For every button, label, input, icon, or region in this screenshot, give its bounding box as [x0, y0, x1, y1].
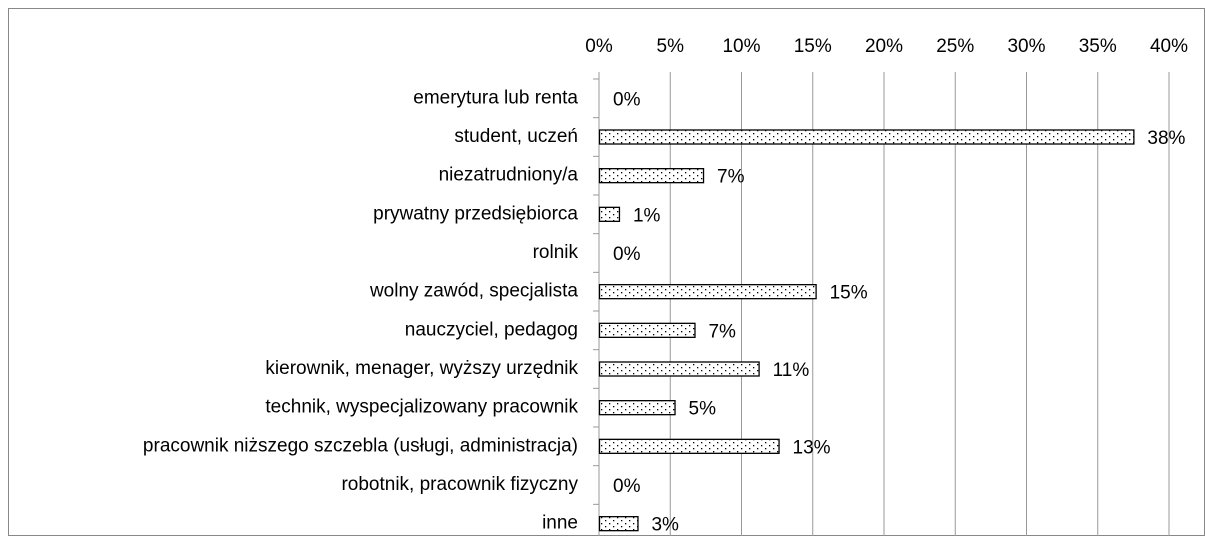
x-tick-label: 40% — [1150, 36, 1188, 57]
y-tick-label: kierownik, menager, wyższy urzędnik — [265, 358, 578, 379]
bar — [598, 400, 676, 416]
value-label: 38% — [1147, 128, 1185, 149]
value-label: 11% — [773, 360, 810, 381]
x-tick-label: 20% — [865, 36, 903, 57]
value-label: 7% — [717, 167, 745, 188]
y-tick-label: niezatrudniony/a — [439, 165, 579, 186]
x-tick-label: 0% — [585, 36, 613, 57]
bar — [598, 129, 1135, 145]
value-label: 5% — [689, 399, 717, 420]
value-label: 0% — [613, 244, 641, 265]
y-tick-label: emerytura lub renta — [413, 87, 578, 108]
value-label: 0% — [613, 476, 641, 497]
value-label: 0% — [613, 89, 641, 110]
x-tick-label: 35% — [1079, 36, 1117, 57]
x-tick-label: 15% — [794, 36, 832, 57]
bar — [598, 516, 639, 532]
value-label: 3% — [651, 515, 679, 536]
value-label: 15% — [830, 283, 868, 304]
value-label: 13% — [793, 437, 831, 458]
y-tick-label: robotnik, pracownik fizyczny — [341, 474, 578, 495]
y-tick-label: rolnik — [533, 242, 579, 263]
y-tick-label: inne — [542, 513, 578, 534]
value-label: 7% — [708, 321, 736, 342]
y-tick-label: prywatny przedsiębiorca — [373, 203, 578, 224]
y-tick-label: nauczyciel, pedagog — [405, 319, 578, 340]
x-tick-label: 10% — [722, 36, 760, 57]
bar — [598, 322, 696, 338]
value-label: 1% — [633, 205, 661, 226]
bar — [598, 206, 621, 222]
bar — [598, 438, 780, 454]
frame — [8, 8, 1205, 536]
bar — [598, 284, 817, 300]
x-tick-label: 30% — [1007, 36, 1045, 57]
x-tick-label: 5% — [657, 36, 685, 57]
bar — [598, 361, 760, 377]
y-tick-label: wolny zawód, specjalista — [369, 281, 578, 302]
y-tick-label: student, uczeń — [454, 126, 578, 147]
x-tick-label: 25% — [936, 36, 974, 57]
y-tick-label: technik, wyspecjalizowany pracownik — [265, 397, 578, 418]
bar — [598, 168, 705, 184]
y-tick-label: pracownik niższego szczebla (usługi, adm… — [143, 435, 578, 456]
